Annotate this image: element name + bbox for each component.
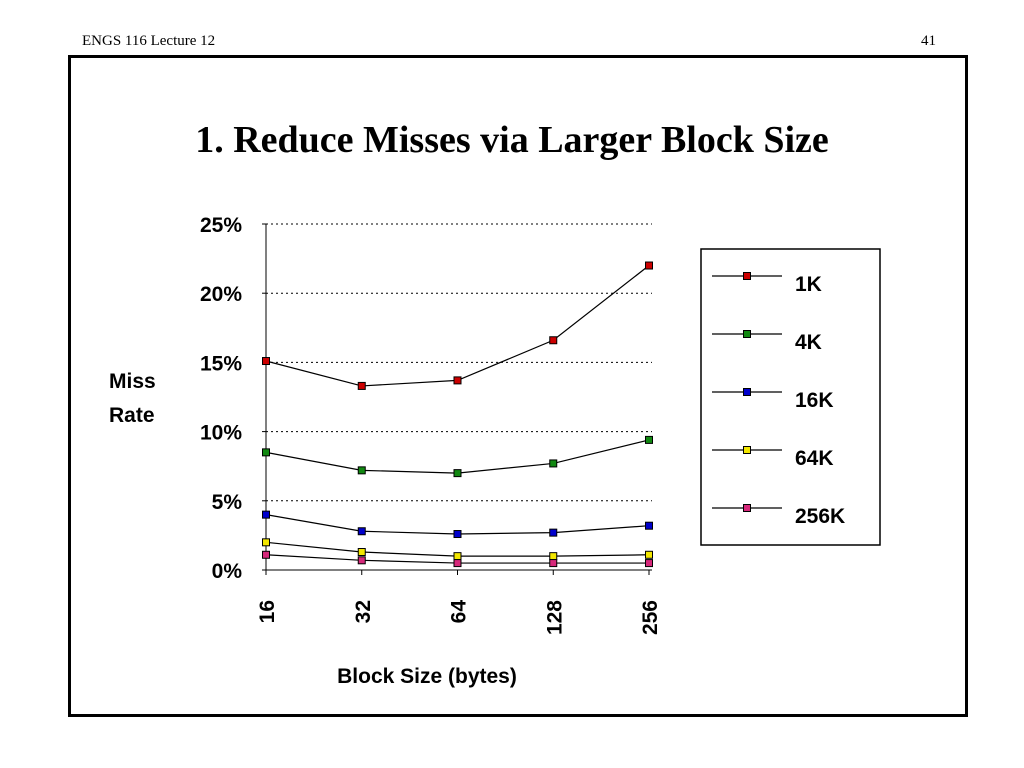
data-point-1K bbox=[549, 336, 558, 345]
legend-label: 64K bbox=[795, 447, 834, 470]
data-point-4K bbox=[549, 459, 558, 468]
course-header: ENGS 116 Lecture 12 bbox=[82, 33, 216, 49]
slide-frame bbox=[68, 55, 968, 717]
x-tick-label: 64 bbox=[448, 600, 471, 624]
legend-label: 16K bbox=[795, 389, 834, 412]
data-point-16K bbox=[549, 528, 558, 537]
y-tick-label: 10% bbox=[200, 422, 242, 445]
y-tick-label: 5% bbox=[212, 491, 243, 514]
series-line-4K bbox=[265, 439, 650, 474]
x-tick-label: 256 bbox=[639, 600, 662, 635]
data-point-4K bbox=[357, 466, 366, 475]
slide-title: 1. Reduce Misses via Larger Block Size bbox=[195, 119, 829, 161]
grid-lines bbox=[266, 223, 652, 502]
legend-marker-1K bbox=[743, 272, 751, 280]
legend-label: 1K bbox=[795, 273, 822, 296]
y-tick-label: 0% bbox=[212, 560, 243, 583]
data-point-64K bbox=[357, 548, 366, 557]
data-point-16K bbox=[262, 510, 270, 519]
data-point-4K bbox=[453, 469, 462, 478]
data-point-16K bbox=[645, 521, 653, 530]
legend-label: 4K bbox=[795, 331, 822, 354]
data-point-1K bbox=[645, 261, 653, 270]
data-point-64K bbox=[262, 538, 270, 547]
data-point-64K bbox=[549, 552, 558, 561]
data-point-1K bbox=[357, 381, 366, 390]
legend-marker-4K bbox=[743, 330, 751, 338]
x-tick-label: 16 bbox=[256, 600, 279, 623]
data-point-256K bbox=[262, 550, 270, 559]
legend-label: 256K bbox=[795, 505, 845, 528]
legend: 1K 4K 16K 64K 256K bbox=[700, 248, 881, 546]
y-tick-label: 15% bbox=[200, 352, 242, 375]
axes bbox=[265, 224, 652, 571]
data-point-64K bbox=[645, 550, 653, 559]
legend-box bbox=[700, 248, 881, 546]
legend-marker-16K bbox=[743, 388, 751, 396]
data-point-1K bbox=[262, 357, 270, 366]
data-point-64K bbox=[453, 552, 462, 561]
y-tick-label: 20% bbox=[200, 283, 242, 306]
data-point-256K bbox=[357, 556, 366, 565]
data-point-256K bbox=[453, 559, 462, 568]
data-point-4K bbox=[645, 435, 653, 444]
legend-marker-64K bbox=[743, 446, 751, 454]
y-axis-label-line-1: Miss bbox=[109, 370, 156, 393]
series-line-1K bbox=[265, 265, 650, 387]
x-tick-label: 32 bbox=[352, 600, 375, 623]
data-point-16K bbox=[453, 530, 462, 539]
x-axis-label: Block Size (bytes) bbox=[337, 665, 517, 688]
data-point-256K bbox=[645, 559, 653, 568]
legend-marker-256K bbox=[743, 504, 751, 512]
data-point-256K bbox=[549, 559, 558, 568]
y-tick-label: 25% bbox=[200, 214, 242, 237]
data-point-4K bbox=[262, 448, 270, 457]
page-number: 41 bbox=[921, 33, 936, 49]
data-point-1K bbox=[453, 376, 462, 385]
y-axis-label-line-2: Rate bbox=[109, 404, 155, 427]
x-tick-label: 128 bbox=[543, 600, 566, 635]
data-point-16K bbox=[357, 527, 366, 536]
